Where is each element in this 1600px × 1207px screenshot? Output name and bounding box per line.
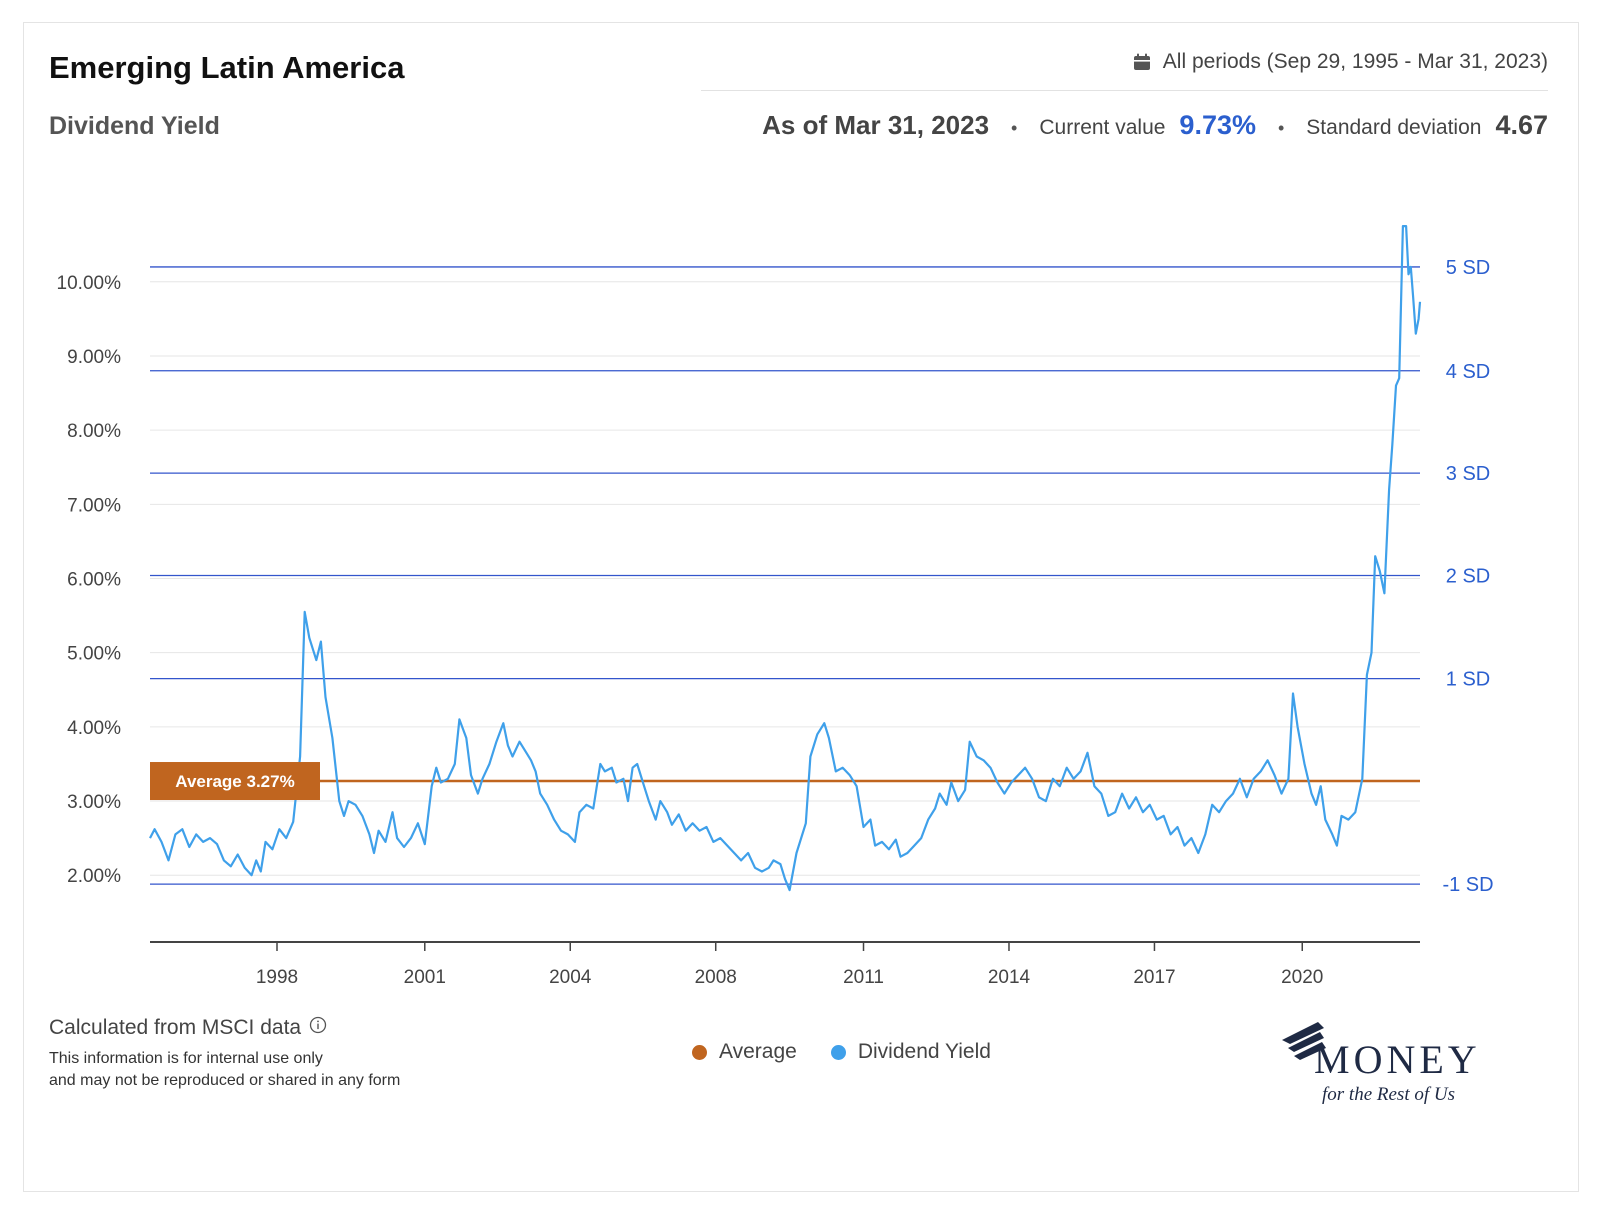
y-tick-label: 10.00%: [57, 273, 122, 294]
current-value-label: Current value: [1039, 116, 1166, 139]
sd-band-label: -1 SD: [1442, 874, 1493, 896]
x-tick-label: 2011: [843, 967, 884, 988]
header-divider: [701, 90, 1548, 91]
average-label: Average 3.27%: [175, 772, 294, 791]
disclaimer-line-2: and may not be reproduced or shared in a…: [49, 1072, 401, 1089]
sd-band-label: 1 SD: [1446, 669, 1490, 691]
std-dev-label: Standard deviation: [1306, 116, 1482, 139]
chart-title: Emerging Latin America: [49, 50, 405, 85]
as-of-date: As of Mar 31, 2023: [762, 110, 990, 140]
x-tick-label: 2008: [695, 967, 737, 988]
legend-item-dividend-yield[interactable]: Dividend Yield: [830, 1040, 991, 1064]
std-dev-value: 4.67: [1495, 110, 1548, 140]
x-tick-label: 1998: [256, 967, 298, 988]
y-tick-label: 7.00%: [67, 495, 121, 516]
x-tick-label: 2017: [1133, 967, 1175, 988]
x-tick-label: 2014: [988, 967, 1031, 988]
legend-item-average[interactable]: Average: [692, 1040, 797, 1064]
chart-card: [23, 22, 1579, 1192]
dividend-yield-chart: 2.00% 3.00% 4.00% 5.00% 6.00% 7.00% 8.00% 9.00%…: [57, 225, 1494, 988]
legend-swatch-dividend-yield: [830, 1044, 846, 1060]
legend-label-dividend-yield: Dividend Yield: [857, 1040, 991, 1063]
separator-dot: •: [1277, 118, 1285, 138]
legend-label-average: Average: [719, 1040, 797, 1063]
sd-band-label: 5 SD: [1446, 257, 1490, 279]
x-tick-label: 2004: [549, 967, 592, 988]
brand-tagline: for the Rest of Us: [1322, 1084, 1455, 1105]
y-tick-label: 6.00%: [67, 570, 121, 591]
info-icon[interactable]: [309, 1016, 327, 1040]
y-tick-label: 2.00%: [67, 866, 121, 887]
sd-band-label: 2 SD: [1446, 566, 1490, 588]
stats-row: As of Mar 31, 2023 • Current value 9.73%…: [762, 110, 1548, 141]
calendar-icon: [1133, 53, 1151, 71]
y-tick-label: 4.00%: [67, 718, 121, 739]
disclaimer-line-1: This information is for internal use onl…: [49, 1050, 323, 1067]
chart-legend: Average Dividend Yield: [692, 1040, 1011, 1064]
x-tick-label: 2001: [404, 967, 446, 988]
brand-logo: MONEY for the Rest of Us: [1278, 1010, 1488, 1120]
sd-band-label: 3 SD: [1446, 463, 1490, 485]
metric-subtitle: Dividend Yield: [49, 112, 220, 140]
legend-swatch-average: [692, 1044, 707, 1060]
x-tick-label: 2020: [1281, 967, 1323, 988]
source-label: Calculated from MSCI data: [49, 1016, 302, 1039]
period-selector[interactable]: All periods (Sep 29, 1995 - Mar 31, 2023…: [1133, 50, 1548, 74]
brand-name: MONEY: [1314, 1037, 1481, 1082]
y-tick-label: 5.00%: [67, 644, 121, 665]
period-label: All periods (Sep 29, 1995 - Mar 31, 2023…: [1162, 50, 1548, 73]
y-tick-label: 8.00%: [67, 421, 121, 442]
y-tick-label: 3.00%: [67, 792, 121, 813]
average-label-box: [150, 762, 320, 801]
sd-band-label: 4 SD: [1446, 361, 1490, 383]
y-tick-label: 9.00%: [67, 347, 121, 368]
separator-dot: •: [1011, 118, 1018, 138]
logo-mark-icon: [1282, 1022, 1326, 1060]
source-note: Calculated from MSCI data: [49, 1016, 327, 1040]
dividend-yield-series-line: [149, 225, 1422, 892]
current-value: 9.73%: [1179, 110, 1256, 140]
